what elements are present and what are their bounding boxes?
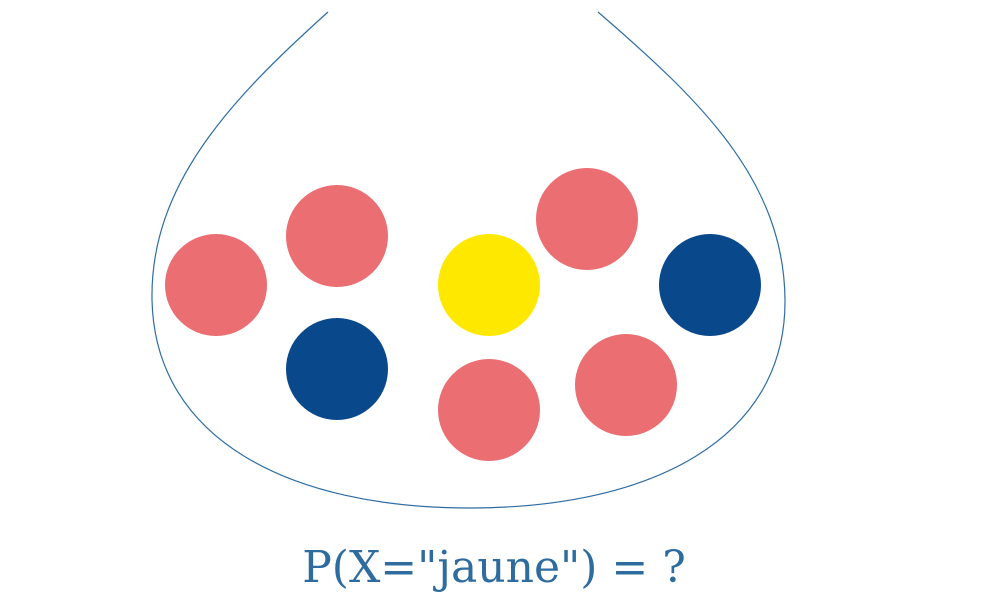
ball-red-2 <box>286 185 388 287</box>
ball-red-5 <box>575 334 677 436</box>
ball-red-3 <box>536 168 638 270</box>
ball-red-4 <box>438 359 540 461</box>
ball-red-1 <box>165 234 267 336</box>
ball-blue-2 <box>659 234 761 336</box>
balls-group <box>165 168 761 461</box>
ball-yellow-1 <box>438 234 540 336</box>
probability-question: P(X="jaune") = ? <box>302 542 686 593</box>
ball-blue-1 <box>286 318 388 420</box>
urn-outline <box>151 11 786 509</box>
